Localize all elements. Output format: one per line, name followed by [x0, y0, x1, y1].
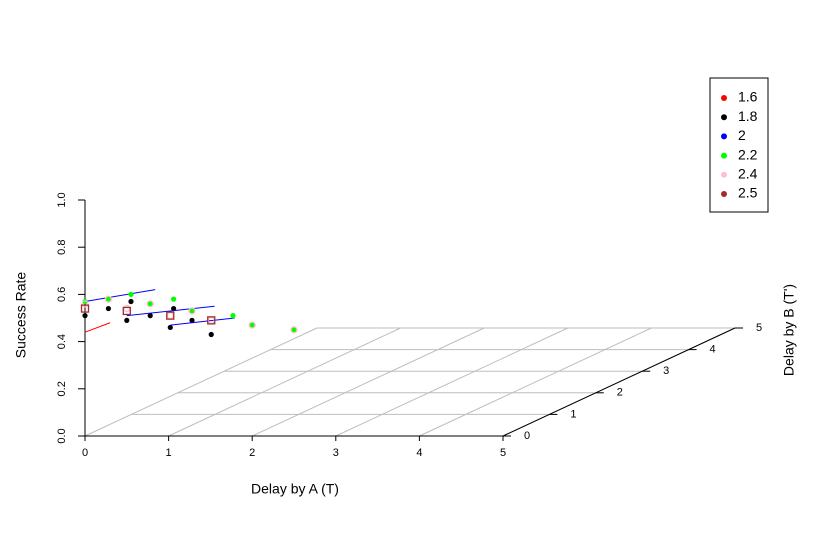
point: [166, 311, 174, 320]
point: [167, 324, 173, 331]
z-tick-label: 1.0: [56, 192, 68, 207]
x-tick-label: 3: [333, 447, 339, 459]
x-tick-label: 5: [500, 447, 506, 459]
point: [188, 307, 196, 315]
point: [122, 306, 131, 316]
line-series: [84, 289, 235, 326]
point: [128, 298, 134, 305]
x-axis-label: Delay by A (T): [251, 481, 339, 497]
point: [124, 317, 130, 323]
legend-label: 2.4: [738, 166, 758, 182]
legend-label: 2: [738, 127, 746, 143]
legend-label: 2.5: [738, 185, 758, 201]
legend-marker: [721, 95, 727, 101]
point: [290, 326, 298, 334]
point: [105, 296, 112, 302]
legend-marker: [721, 152, 727, 159]
point: [123, 304, 131, 313]
legend-marker: [721, 171, 727, 178]
point: [230, 313, 236, 319]
x-tick-label: 4: [416, 447, 422, 459]
grid-line: [168, 327, 401, 437]
y-tick-label: 5: [756, 322, 762, 334]
point: [189, 308, 195, 314]
point: [171, 305, 177, 312]
y-axis-label: Delay by B (T'): [781, 284, 797, 376]
point: [128, 291, 134, 297]
point: [291, 327, 297, 333]
y-tick-label: 4: [710, 344, 716, 356]
point: [82, 313, 88, 319]
point: [146, 300, 154, 308]
point: [80, 304, 90, 313]
y-tick-label: 0: [524, 430, 530, 442]
legend-box: [709, 77, 769, 213]
legend-label: 1.6: [738, 89, 758, 105]
legend-marker: [721, 114, 727, 121]
z-axis-label: Success Rate: [13, 272, 29, 359]
point: [249, 322, 255, 328]
z-tick-label: 0.8: [56, 240, 68, 255]
point: [105, 305, 112, 312]
legend-marker: [721, 191, 727, 197]
point: [81, 300, 89, 308]
x-tick-label: 0: [82, 447, 88, 459]
z-tick-label: 0.2: [56, 381, 68, 396]
point: [207, 316, 216, 325]
grid-line: [419, 327, 652, 437]
legend-label: 1.8: [738, 108, 758, 124]
x-tick-label: 1: [166, 447, 172, 459]
point: [147, 301, 153, 307]
x-tick-label: 2: [249, 447, 255, 459]
point: [248, 321, 256, 329]
y-axis: [502, 327, 736, 437]
point: [189, 317, 195, 323]
point: [166, 311, 175, 320]
point: [171, 296, 177, 302]
grid-line: [251, 327, 485, 437]
z-tick-label: 0.0: [56, 428, 68, 443]
y-tick-label: 1: [570, 408, 576, 420]
line-series: [84, 322, 111, 333]
z-tick-label: 0.6: [56, 287, 68, 302]
point: [147, 313, 153, 319]
y-tick-label: 2: [617, 387, 623, 399]
point: [104, 295, 113, 303]
y-tick-label: 3: [663, 365, 669, 377]
legend-label: 2.2: [738, 146, 758, 162]
z-tick-label: 0.4: [56, 334, 68, 349]
grid-line: [335, 327, 569, 437]
grid-line: [84, 327, 318, 437]
legend-marker: [721, 133, 727, 140]
point: [208, 331, 214, 338]
